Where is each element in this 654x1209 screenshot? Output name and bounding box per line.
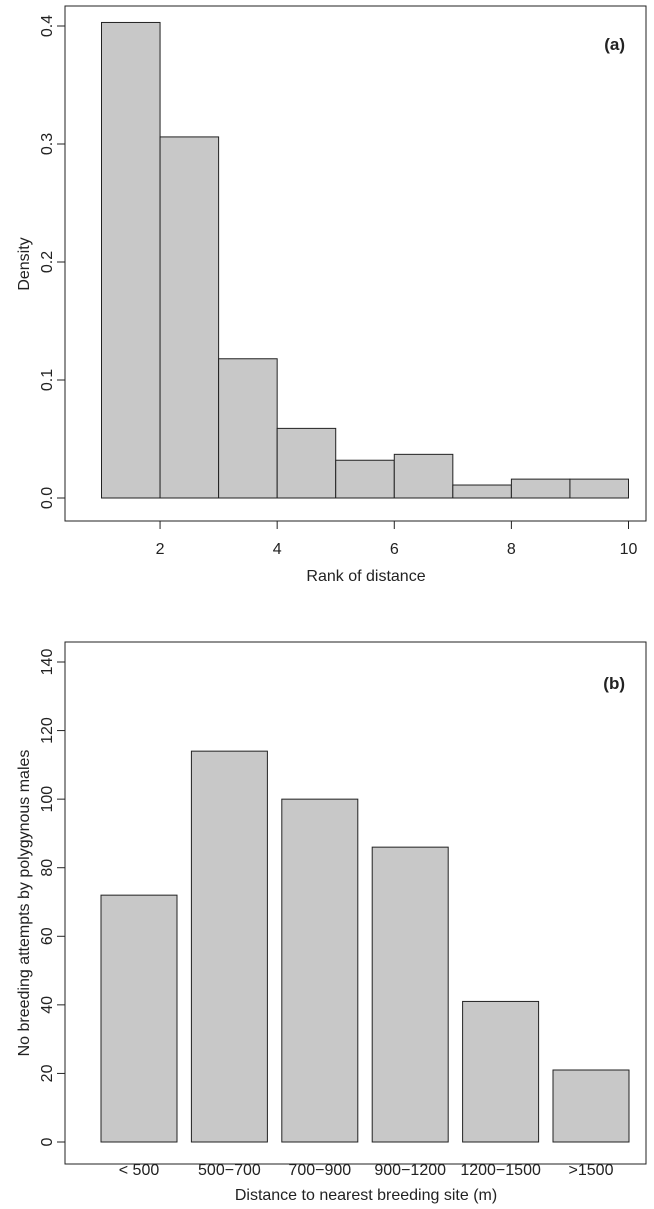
panel-a-y-axis-title: Density <box>16 237 33 290</box>
panel-a-x-tick-label: 2 <box>156 541 165 558</box>
panel-b-label: (b) <box>603 674 625 693</box>
panel-a-bar-8 <box>510 478 571 499</box>
panel-a-y-tick-label: 0.4 <box>39 15 56 37</box>
panel-a-bar-3 <box>218 358 278 499</box>
panel-b-y-tick-label: 60 <box>39 927 56 945</box>
panel-b-bar-3 <box>281 798 359 1143</box>
panel-b-x-tick-label: 700−900 <box>288 1162 351 1179</box>
panel-b-y-tick-label: 80 <box>39 859 56 877</box>
panel-b-bars <box>100 750 630 1143</box>
panel-a-x-tick-label: 6 <box>390 541 399 558</box>
panel-b-x-axis: < 500 500−700 700−900 900−1200 1200−1500 >150… <box>119 1162 614 1179</box>
panel-b-bar-6 <box>552 1069 630 1143</box>
panel-b-y-tick-label: 140 <box>39 649 56 676</box>
panel-b-y-axis-title: No breeding attempts by polygynous males <box>16 750 33 1057</box>
panel-b-x-tick-label: 500−700 <box>198 1162 261 1179</box>
panel-a-x-tick-label: 10 <box>620 541 638 558</box>
panel-b-y-axis: 0 20 40 60 80 100 120 140 <box>39 649 66 1146</box>
panel-a-bar-1 <box>101 21 161 499</box>
panel-b-y-tick-label: 40 <box>39 996 56 1014</box>
panel-a-y-tick-label: 0.3 <box>39 133 56 155</box>
panel-b-x-tick-label: 900−1200 <box>374 1162 446 1179</box>
panel-a-y-tick-label: 0.2 <box>39 251 56 273</box>
panel-a-bar-6 <box>393 453 454 499</box>
panel-a-bar-9 <box>569 478 630 499</box>
panel-a-bar-5 <box>335 459 395 499</box>
panel-a-y-tick-label: 0.1 <box>39 369 56 391</box>
panel-b-y-tick-label: 100 <box>39 786 56 813</box>
panel-a-x-tick-label: 4 <box>273 541 282 558</box>
panel-a-bar-2 <box>159 136 220 499</box>
panel-a-bar-7 <box>452 484 512 499</box>
panel-a-x-axis-title: Rank of distance <box>306 568 425 585</box>
panel-b-x-tick-label: < 500 <box>119 1162 160 1179</box>
panel-b-bar-2 <box>190 750 268 1143</box>
panel-b-x-axis-title: Distance to nearest breeding site (m) <box>235 1187 497 1204</box>
panel-a-x-axis: 2 4 6 8 10 <box>156 520 638 558</box>
panel-b-bar-chart: < 500 500−700 700−900 900−1200 1200−1500 >150… <box>16 641 647 1204</box>
panel-b-bar-5 <box>462 1000 540 1143</box>
panel-b-y-tick-label: 120 <box>39 717 56 744</box>
panel-b-y-tick-label: 0 <box>39 1137 56 1146</box>
panel-b-x-tick-label: 1200−1500 <box>460 1162 541 1179</box>
panel-a-x-tick-label: 8 <box>507 541 516 558</box>
panel-b-y-tick-label: 20 <box>39 1064 56 1082</box>
panel-b-bar-4 <box>371 846 449 1143</box>
panel-a-label: (a) <box>604 35 625 54</box>
panel-b-x-tick-label: >1500 <box>569 1162 614 1179</box>
panel-b-bar-1 <box>100 894 178 1143</box>
panel-a-histogram: 2 4 6 8 10 0.0 0.1 0.2 0.3 0.4 (a) Rank of dista… <box>16 5 647 585</box>
panel-a-y-axis: 0.0 0.1 0.2 0.3 0.4 <box>39 15 66 509</box>
panel-a-bar-4 <box>276 427 337 499</box>
panel-a-bars <box>101 21 630 499</box>
panel-a-y-tick-label: 0.0 <box>39 487 56 509</box>
